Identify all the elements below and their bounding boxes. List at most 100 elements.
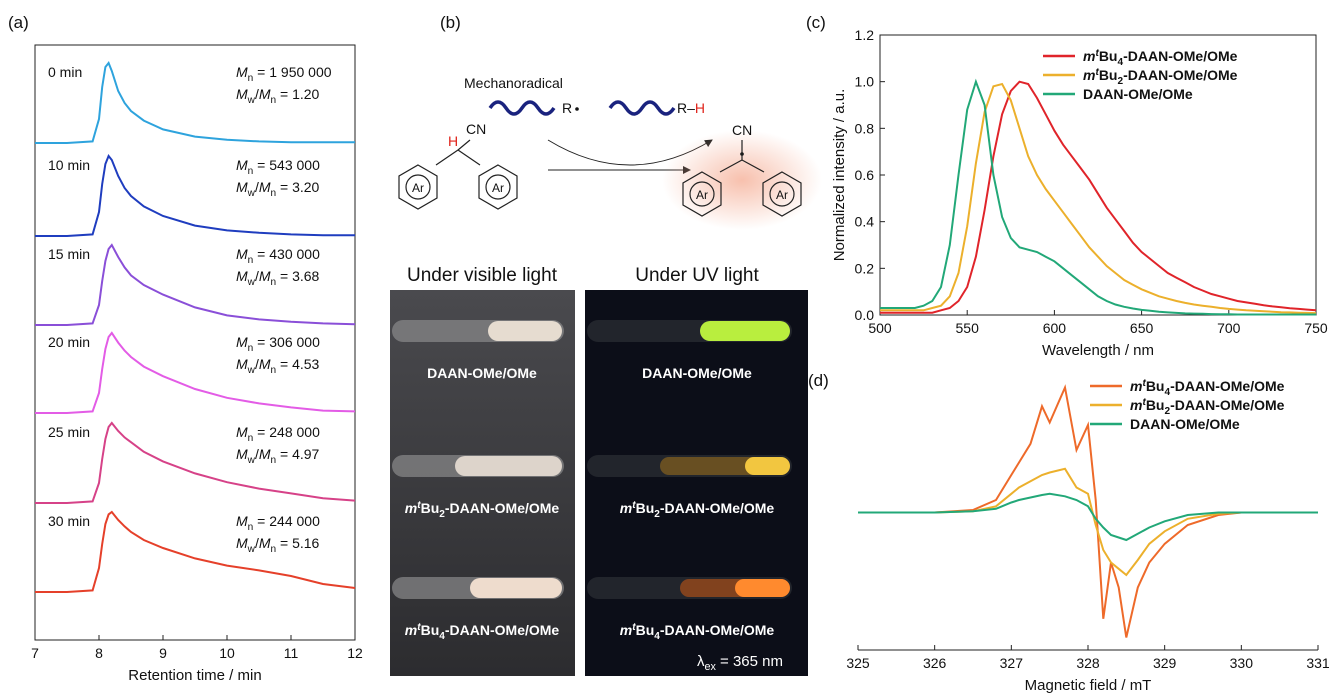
x-tick-label: 331 xyxy=(1306,655,1330,671)
text-segment: M xyxy=(236,157,248,173)
trace-annotation: Mn = 248 000 xyxy=(236,424,320,444)
x-tick-label: 9 xyxy=(159,645,167,661)
text-segment: R– xyxy=(677,100,695,116)
text-segment: -DAAN-OMe/OMe xyxy=(660,500,775,516)
text-segment: = xyxy=(253,513,269,529)
text-segment: = xyxy=(253,334,269,350)
trace-annotation: Mn = 1 950 000 xyxy=(236,64,332,84)
data-line xyxy=(858,494,1318,540)
annotation-value: 244 000 xyxy=(269,513,320,529)
text-segment: Bu xyxy=(636,622,655,638)
text-segment: m xyxy=(405,500,417,516)
text-segment: -DAAN-OMe/OMe xyxy=(1170,378,1285,394)
text-segment: M xyxy=(236,356,248,372)
y-tick-label: 0.8 xyxy=(855,120,875,136)
text-segment: = xyxy=(276,179,292,195)
trace-annotation: Mn = 543 000 xyxy=(236,157,320,177)
annotation-value: 248 000 xyxy=(269,424,320,440)
annotation-value: 306 000 xyxy=(269,334,320,350)
text-segment: = xyxy=(253,424,269,440)
sample-label: DAAN-OMe/OMe xyxy=(427,365,537,381)
y-tick-label: 1.0 xyxy=(855,74,875,90)
data-line xyxy=(858,469,1318,575)
annotation-value: 1 950 000 xyxy=(269,64,331,80)
panel-label: (c) xyxy=(806,13,826,32)
x-tick-label: 600 xyxy=(1043,320,1067,336)
text-segment: Bu xyxy=(1099,48,1118,64)
text-segment: M xyxy=(259,535,271,551)
text-segment: m xyxy=(1083,48,1095,64)
text-segment: = xyxy=(276,446,292,462)
text-segment: -DAAN-OMe/OMe xyxy=(445,622,560,638)
annotation-value: 543 000 xyxy=(269,157,320,173)
text-segment: Bu xyxy=(1146,397,1165,413)
text-segment: m xyxy=(405,622,417,638)
trace-annotation: Mw/Mn = 3.68 xyxy=(236,268,320,288)
y-tick-label: 0.6 xyxy=(855,167,875,183)
trace-annotation: Mw/Mn = 5.16 xyxy=(236,535,320,555)
photo-heading: Under UV light xyxy=(635,265,759,286)
text-segment: Bu xyxy=(1099,67,1118,83)
legend-label: mtBu2-DAAN-OMe/OMe xyxy=(1130,397,1285,417)
text-segment: = xyxy=(276,86,292,102)
text-segment: -DAAN-OMe/OMe xyxy=(1123,67,1238,83)
polymer-chain xyxy=(490,102,554,114)
text-segment: Bu xyxy=(636,500,655,516)
photo xyxy=(585,290,808,676)
legend-label: DAAN-OMe/OMe xyxy=(1130,416,1240,432)
text-segment: M xyxy=(259,446,271,462)
text-segment: m xyxy=(1130,378,1142,394)
x-tick-label: 329 xyxy=(1153,655,1177,671)
text-segment: = xyxy=(276,356,292,372)
x-tick-label: 700 xyxy=(1217,320,1241,336)
x-tick-label: 7 xyxy=(31,645,39,661)
polymer-chain xyxy=(610,102,674,114)
scheme-text: Mechanoradical xyxy=(464,75,563,91)
text-segment: = xyxy=(276,268,292,284)
y-tick-label: 1.2 xyxy=(855,27,875,43)
text-segment: = xyxy=(253,246,269,262)
text-segment: M xyxy=(259,268,271,284)
x-tick-label: 8 xyxy=(95,645,103,661)
text-segment: -DAAN-OMe/OMe xyxy=(660,622,775,638)
text-segment: m xyxy=(620,500,632,516)
aryl-label: Ar xyxy=(696,188,708,202)
scheme-text: R xyxy=(562,100,572,116)
text-segment: m xyxy=(1083,67,1095,83)
photos: Under visible light Under UV light DAAN-… xyxy=(390,265,808,676)
panel-label: (d) xyxy=(808,371,829,390)
x-tick-label: 550 xyxy=(956,320,980,336)
y-tick-label: 0.4 xyxy=(855,214,875,230)
trace-label: 25 min xyxy=(48,424,90,440)
x-tick-label: 750 xyxy=(1304,320,1328,336)
trace-annotation: Mw/Mn = 3.20 xyxy=(236,179,320,199)
aryl-label: Ar xyxy=(776,188,788,202)
aryl-label: Ar xyxy=(492,181,504,195)
text-segment: Bu xyxy=(421,622,440,638)
scheme-text: H xyxy=(448,133,458,149)
x-tick-label: 326 xyxy=(923,655,947,671)
data-line xyxy=(880,82,1316,313)
panel-label: (b) xyxy=(440,13,461,32)
x-tick-label: 650 xyxy=(1130,320,1154,336)
legend-label: DAAN-OMe/OMe xyxy=(1083,86,1193,102)
text-segment: M xyxy=(236,446,248,462)
photo xyxy=(390,290,575,676)
text-segment: M xyxy=(236,535,248,551)
text-segment: H xyxy=(695,100,705,116)
annotation-value: 1.20 xyxy=(292,86,319,102)
legend-label: mtBu4-DAAN-OMe/OMe xyxy=(1130,378,1285,398)
x-axis-label: Wavelength / nm xyxy=(1042,342,1154,359)
sample-label: DAAN-OMe/OMe xyxy=(642,365,752,381)
text-segment: -DAAN-OMe/OMe xyxy=(1123,48,1238,64)
x-tick-label: 328 xyxy=(1076,655,1100,671)
text-segment: = xyxy=(253,157,269,173)
panel-label: (a) xyxy=(8,13,29,32)
trace-label: 0 min xyxy=(48,64,82,80)
figure: (b) Mechanoradical R R–H H CN Ar Ar CN A… xyxy=(0,0,1339,700)
trace-label: 10 min xyxy=(48,157,90,173)
text-segment: DAAN-OMe/OMe xyxy=(427,365,537,381)
x-tick-label: 325 xyxy=(846,655,870,671)
trace-annotation: Mw/Mn = 4.97 xyxy=(236,446,320,466)
trace-annotation: Mn = 244 000 xyxy=(236,513,320,533)
